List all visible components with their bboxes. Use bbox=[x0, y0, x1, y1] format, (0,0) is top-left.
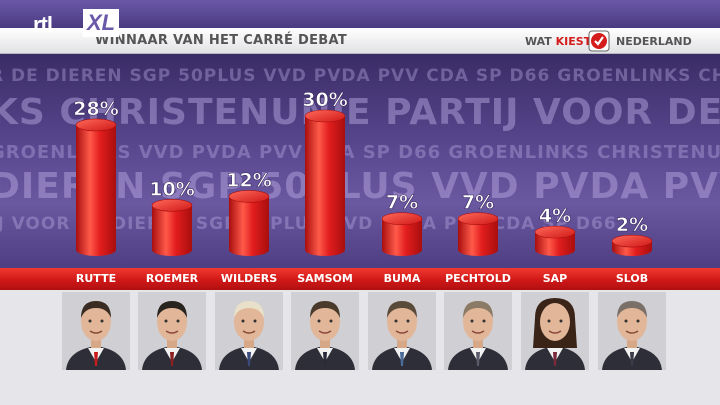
bar-cap bbox=[611, 234, 653, 248]
bar-body bbox=[305, 116, 345, 256]
candidate-name-label: PECHTOLD bbox=[445, 272, 511, 285]
candidate-name-strip: RUTTE ROEMER WILDERS SAMSOM BUMA PECHTOLD SAP S… bbox=[0, 268, 720, 290]
bar-cap bbox=[381, 212, 423, 226]
background-text-line: KS CHRISTENUNIE PARTIJ VOOR DE DIEREN bbox=[0, 92, 720, 133]
bar-value-label: 10% bbox=[149, 178, 194, 200]
bar-slob: 2% bbox=[611, 214, 653, 256]
bar-samsom: 30% bbox=[302, 89, 348, 256]
brand-nederland: NEDERLAND bbox=[616, 35, 692, 48]
bar-cap bbox=[228, 190, 270, 203]
candidate-name-label: RUTTE bbox=[75, 272, 117, 285]
bar-value-label: 2% bbox=[616, 214, 648, 236]
bar-chart: 28% 10% 12% 30% 7% 7% 4% 2% bbox=[73, 89, 653, 256]
channel-logo-rtl: rtl bbox=[33, 12, 53, 37]
bar-cap bbox=[534, 225, 576, 239]
bar-body bbox=[229, 196, 269, 256]
candidate-photo-row bbox=[0, 290, 720, 405]
portrait-wilders-icon bbox=[215, 292, 283, 370]
bar-value-label: 4% bbox=[539, 205, 571, 227]
bar-body bbox=[382, 218, 422, 256]
title-bar: WINNAAR VAN HET CARRÉ DEBAT WAT KIEST NE… bbox=[0, 28, 720, 54]
bar-cap bbox=[151, 199, 193, 212]
bar-pechtold: 7% bbox=[457, 191, 499, 256]
bar-cap bbox=[304, 109, 346, 123]
chart-title: WINNAAR VAN HET CARRÉ DEBAT bbox=[95, 33, 348, 48]
brand-label: WAT KIEST bbox=[525, 35, 591, 48]
bar-cap bbox=[457, 212, 499, 226]
background-text-line: DIEREN SGP 50PLUS VVD PVDA PVV bbox=[0, 166, 720, 207]
bar-value-label: 7% bbox=[462, 192, 494, 214]
portrait-sap-icon bbox=[521, 292, 589, 370]
bar-cap bbox=[75, 118, 117, 132]
channel-logo-xl: XL bbox=[83, 9, 120, 37]
bar-body bbox=[458, 218, 498, 256]
portrait-buma-icon bbox=[368, 292, 436, 370]
candidate-name-label: ROEMER bbox=[145, 272, 199, 285]
portrait-rutte-icon bbox=[62, 292, 130, 370]
portrait-pechtold-icon bbox=[444, 292, 512, 370]
bar-value-label: 7% bbox=[386, 192, 418, 214]
brand-wat: WAT bbox=[525, 35, 552, 48]
portrait-roemer-icon bbox=[138, 292, 206, 370]
candidate-name-label: SLOB bbox=[615, 272, 649, 285]
channel-logo: rtl XL bbox=[33, 8, 123, 42]
top-bar bbox=[0, 0, 720, 28]
bar-buma: 7% bbox=[381, 191, 423, 256]
bar-body bbox=[152, 205, 192, 256]
portrait-samsom-icon bbox=[291, 292, 359, 370]
bar-rutte: 28% bbox=[73, 98, 119, 256]
candidate-name-label: SAP bbox=[542, 272, 568, 285]
bar-value-label: 12% bbox=[226, 169, 271, 191]
candidate-name-label: WILDERS bbox=[220, 272, 278, 285]
bar-body bbox=[535, 232, 575, 256]
background-text-line: GROENLINKS VVD PVDA PVV CDA SP D66 GROEN… bbox=[0, 142, 720, 163]
bar-sap: 4% bbox=[534, 205, 576, 256]
wat-kiest-nederland-logo-icon bbox=[588, 30, 610, 52]
portrait-slob-icon bbox=[598, 292, 666, 370]
background-text-line: R DE DIEREN SGP 50PLUS VVD PVDA PVV CDA … bbox=[0, 66, 720, 86]
bar-body bbox=[76, 124, 116, 256]
candidate-name-label: BUMA bbox=[383, 272, 421, 285]
bar-value-label: 30% bbox=[302, 89, 347, 111]
candidate-name-label: SAMSOM bbox=[297, 272, 353, 285]
bar-value-label: 28% bbox=[73, 98, 118, 120]
bar-wilders: 12% bbox=[226, 169, 272, 256]
brand-kiest: KIEST bbox=[555, 35, 592, 48]
bar-roemer: 10% bbox=[149, 178, 195, 256]
